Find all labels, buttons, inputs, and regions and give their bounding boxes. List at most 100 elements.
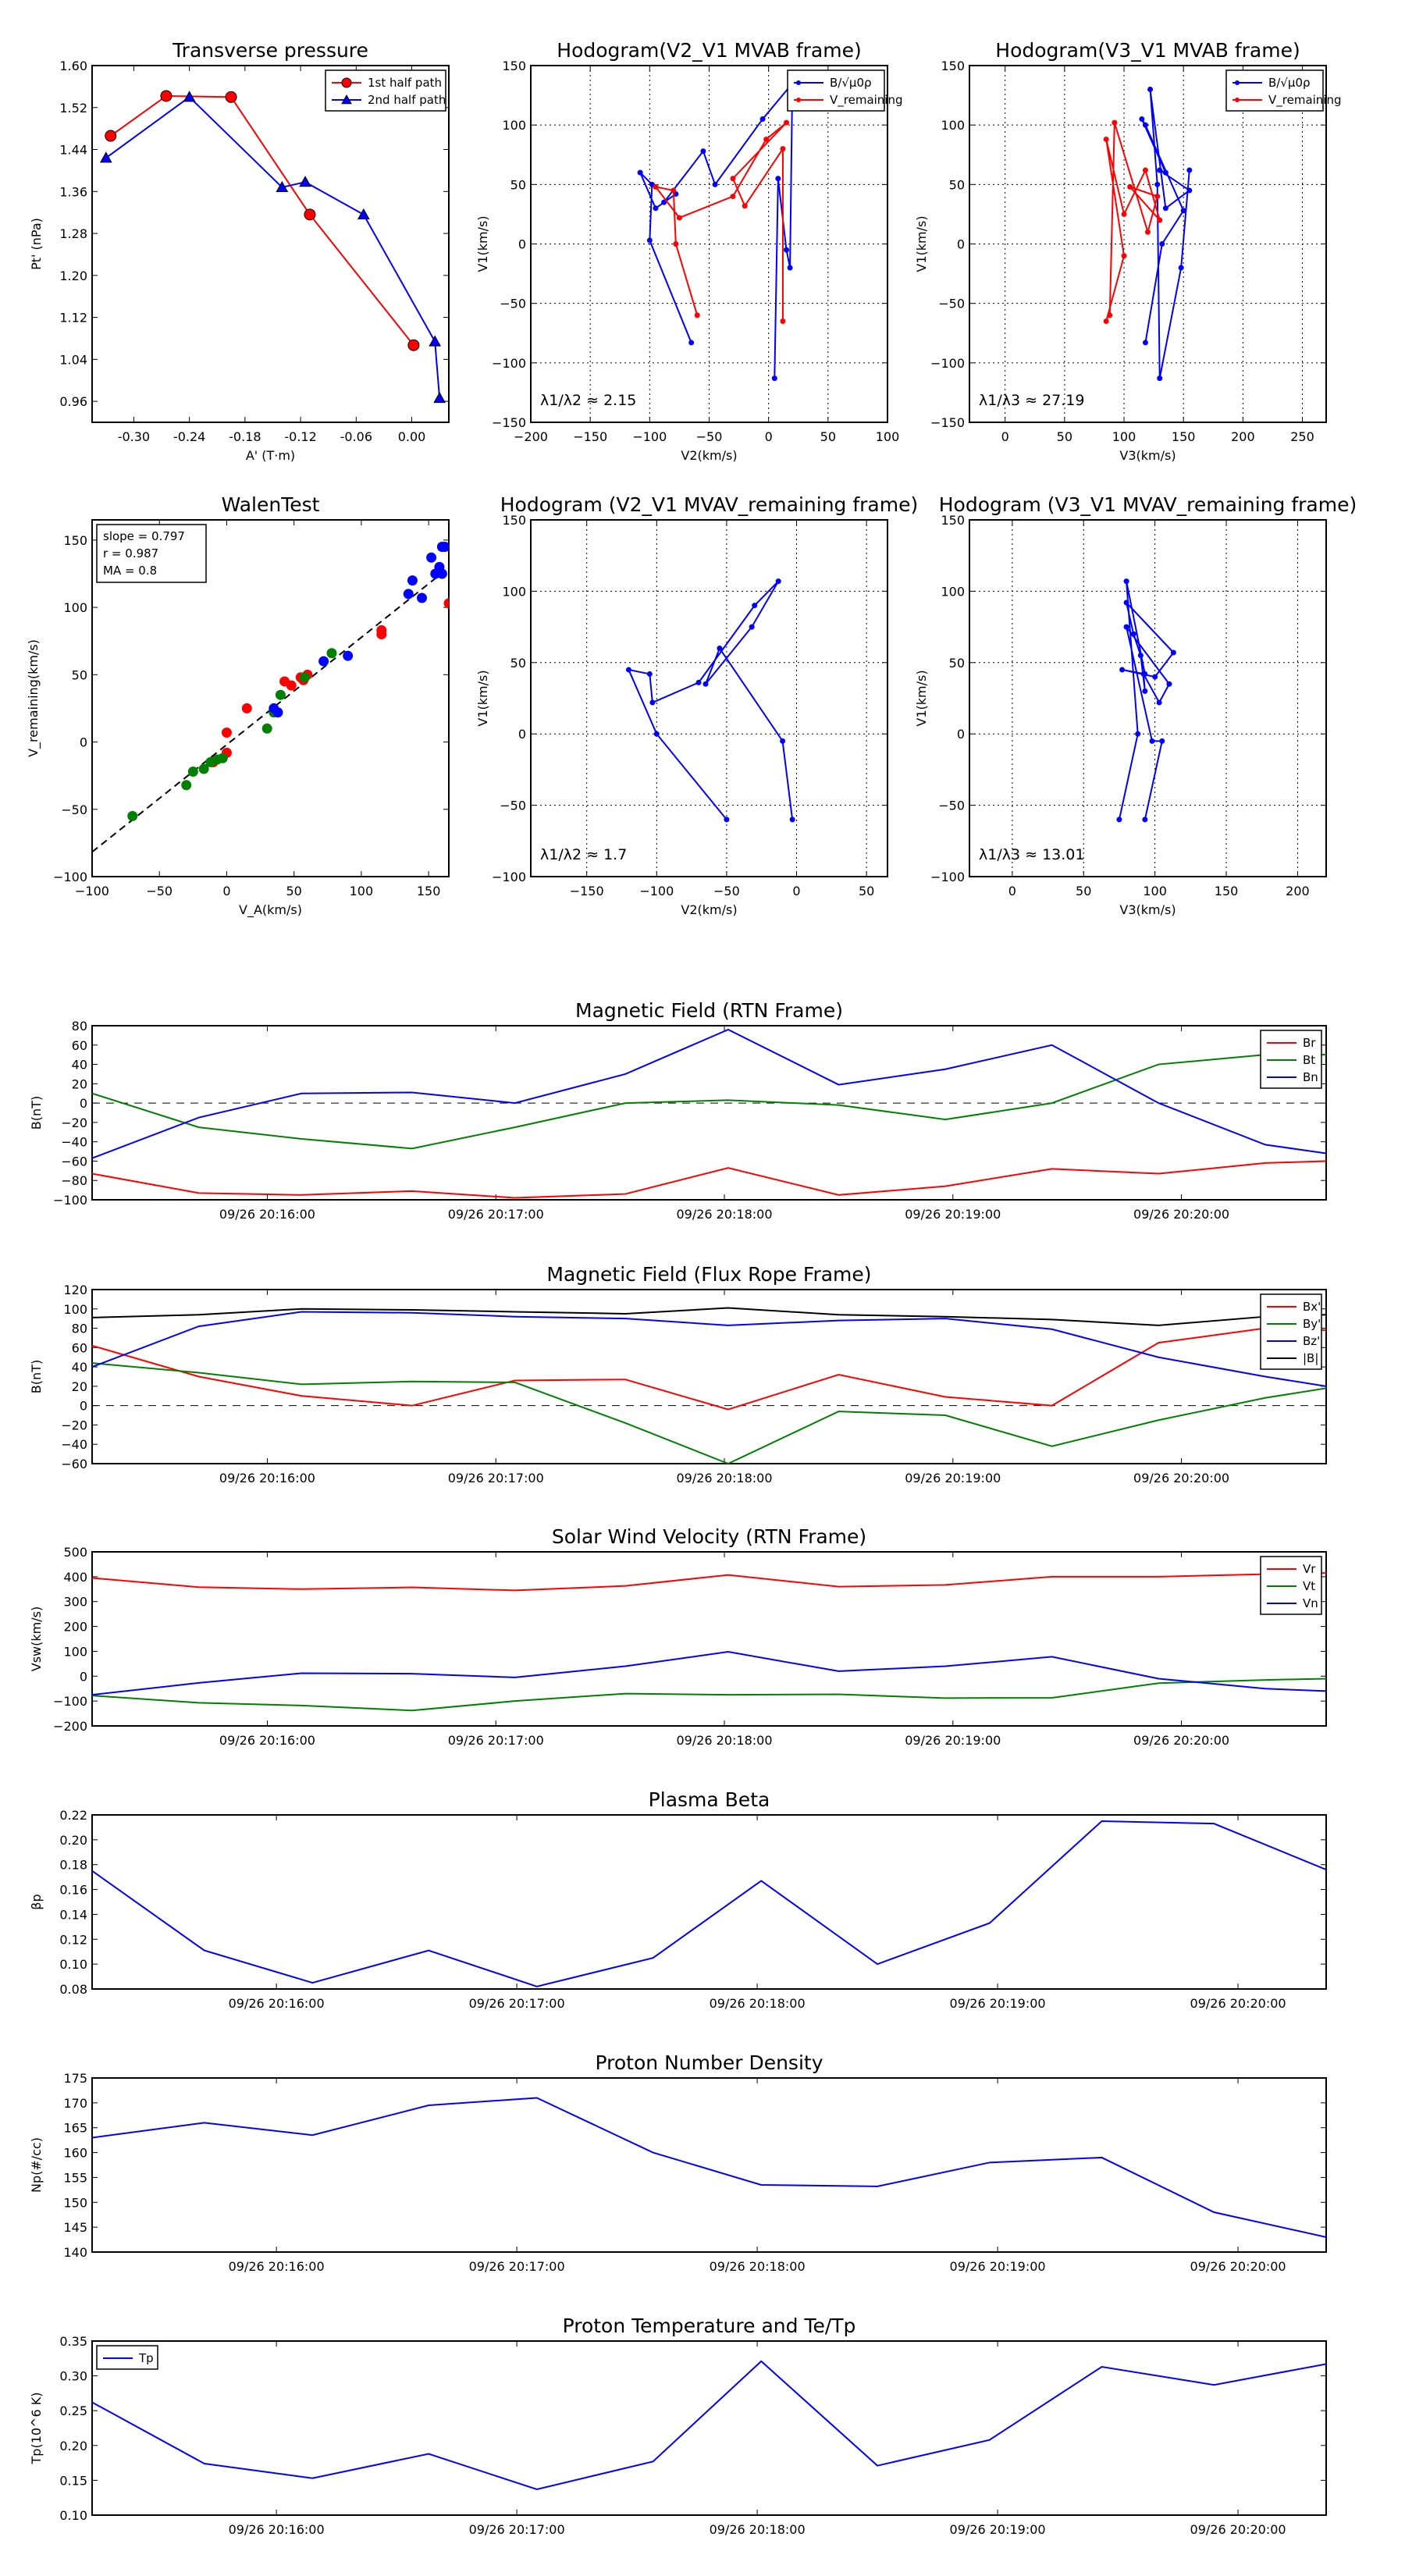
data-point	[1162, 205, 1168, 212]
y-tick-label: 100	[941, 584, 965, 599]
data-point	[796, 98, 801, 102]
scatter-point	[286, 680, 297, 691]
y-tick-label: 0.08	[59, 1982, 87, 1997]
axes-frame	[91, 2077, 1327, 2253]
axes-frame	[530, 519, 888, 877]
y-tick-label: 20	[72, 1379, 87, 1394]
x-tick-label: 09/26 20:17:00	[469, 1996, 565, 2011]
y-axis-label: Tp(10^6 K)	[29, 2393, 44, 2465]
y-tick-label: 175	[63, 2071, 87, 2086]
x-tick-label: -0.06	[340, 429, 372, 444]
magnetic-field-flux-rope-chart: −60 −40 −20 0 20 40 60 80 100 120 09/26 20:16:00 09…	[29, 1263, 1327, 1485]
y-tick-label: 1.60	[59, 59, 87, 73]
scatter-point	[417, 592, 428, 603]
y-tick-label: 100	[63, 1302, 87, 1317]
data-point	[775, 176, 781, 182]
legend-label: B/√μ0ρ	[1268, 76, 1311, 90]
x-tick-label: 150	[1172, 429, 1196, 444]
y-tick-label: −200	[53, 1719, 87, 1734]
chart-title: Magnetic Field (Flux Rope Frame)	[546, 1263, 871, 1286]
legend-label: Vn	[1303, 1596, 1318, 1610]
scatter-points	[127, 541, 449, 821]
data-point	[1123, 600, 1129, 606]
data-point	[1154, 194, 1161, 200]
y-tick-label: 50	[949, 177, 965, 192]
series-line	[92, 2360, 1326, 2491]
x-tick-label: 100	[350, 884, 374, 898]
data-point	[1170, 649, 1176, 656]
x-tick-label: −50	[146, 884, 173, 898]
data-point	[1140, 671, 1147, 677]
y-tick-label: 0	[80, 1399, 87, 1414]
y-tick-label: 0.35	[59, 2334, 87, 2349]
x-tick-label: 150	[417, 884, 441, 898]
data-point	[1142, 817, 1148, 823]
y-tick-label: −100	[53, 1193, 87, 1208]
y-axis-label: B(nT)	[29, 1360, 44, 1393]
legend-label: Tp	[138, 2351, 154, 2365]
scatter-point	[261, 723, 272, 734]
series-group	[92, 2360, 1326, 2491]
axes-frame	[91, 1289, 1327, 1464]
chart-title: Hodogram(V2_V1 MVAB frame)	[557, 39, 861, 62]
chart-title: Proton Temperature and Te/Tp	[563, 2314, 856, 2337]
series-line	[1140, 89, 1191, 379]
y-tick-label: 0.14	[59, 1907, 87, 1922]
data-point	[1186, 167, 1193, 173]
hodogram-v3v1-mvav-chart: −100 −50 0 50 100 150 0 50 100 150 200 Hodogram (V3…	[914, 493, 1357, 917]
y-axis-label: V1(km/s)	[475, 215, 490, 272]
y-tick-label: 0	[80, 735, 87, 750]
data-point	[775, 578, 781, 585]
data-point	[637, 169, 643, 176]
legend-label: 1st half path	[368, 76, 442, 90]
x-tick-label: 50	[820, 429, 836, 444]
scatter-point	[343, 650, 354, 661]
scatter-point	[198, 763, 209, 774]
x-tick-label: 09/26 20:20:00	[1190, 2522, 1286, 2537]
x-tick-label: 250	[1290, 429, 1314, 444]
data-point	[1149, 738, 1155, 744]
data-point	[1103, 136, 1109, 142]
x-tick-label: 0	[1008, 884, 1016, 898]
data-point	[700, 148, 706, 155]
data-point	[1116, 817, 1122, 823]
y-tick-label: 0.10	[59, 2508, 87, 2523]
data-point	[341, 94, 352, 105]
data-point	[1142, 122, 1148, 128]
x-tick-label: 200	[1286, 884, 1310, 898]
series-line	[92, 1820, 1326, 1987]
axes-frame	[91, 1551, 1327, 1727]
data-point	[1137, 653, 1144, 659]
axes-frame	[969, 65, 1327, 423]
series-line	[92, 1307, 1326, 1326]
chart-title: Hodogram (V3_V1 MVAV_remaining frame)	[939, 493, 1357, 516]
scatter-point	[187, 766, 198, 777]
legend-label: V_remaining	[830, 93, 903, 108]
x-tick-label: 50	[859, 884, 874, 898]
axes-frame	[91, 1025, 1327, 1201]
scatter-point	[439, 541, 449, 552]
data-point	[1103, 318, 1109, 325]
stats-line: MA = 0.8	[103, 564, 157, 578]
data-point	[1121, 211, 1127, 217]
x-tick-label: 0	[222, 884, 230, 898]
y-tick-label: 0	[518, 237, 526, 252]
data-point	[160, 90, 173, 102]
data-point	[784, 247, 790, 253]
data-point	[429, 335, 442, 347]
y-tick-label: −50	[500, 297, 526, 311]
scatter-point	[241, 703, 252, 713]
x-tick-label: -0.24	[173, 429, 205, 444]
data-point	[1139, 116, 1145, 123]
y-tick-label: −150	[492, 415, 526, 430]
y-tick-label: 0.20	[59, 2439, 87, 2453]
y-tick-label: 20	[72, 1076, 87, 1091]
y-tick-label: 170	[63, 2096, 87, 2111]
x-tick-label: −50	[696, 429, 723, 444]
y-tick-label: −50	[938, 297, 965, 311]
x-axis-label: V2(km/s)	[681, 902, 737, 917]
y-tick-label: 60	[72, 1340, 87, 1355]
x-tick-label: 09/26 20:17:00	[448, 1471, 544, 1485]
y-tick-label: 0.18	[59, 1858, 87, 1873]
